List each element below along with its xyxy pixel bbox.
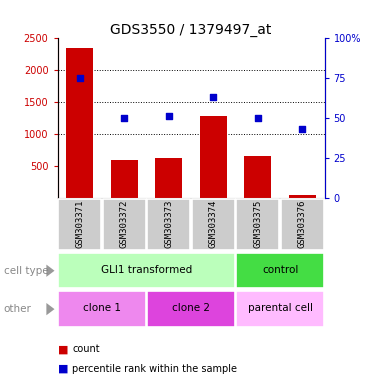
Text: ■: ■ <box>58 364 68 374</box>
Text: GSM303375: GSM303375 <box>253 199 262 248</box>
Text: GSM303374: GSM303374 <box>209 199 218 248</box>
Bar <box>111 160 138 198</box>
Bar <box>244 156 271 198</box>
Title: GDS3550 / 1379497_at: GDS3550 / 1379497_at <box>111 23 272 37</box>
Bar <box>289 195 316 198</box>
Text: GSM303373: GSM303373 <box>164 199 173 248</box>
FancyBboxPatch shape <box>281 199 324 250</box>
Text: GLI1 transformed: GLI1 transformed <box>101 265 192 275</box>
FancyBboxPatch shape <box>58 291 146 327</box>
Point <box>166 113 172 119</box>
Text: count: count <box>72 344 100 354</box>
Text: other: other <box>4 304 32 314</box>
Text: parental cell: parental cell <box>247 303 313 313</box>
Point <box>255 115 261 121</box>
FancyBboxPatch shape <box>236 291 324 327</box>
Text: GSM303372: GSM303372 <box>120 199 129 248</box>
FancyBboxPatch shape <box>58 253 235 288</box>
Text: GSM303371: GSM303371 <box>75 199 84 248</box>
Text: ■: ■ <box>58 344 68 354</box>
Point <box>77 75 83 81</box>
Text: clone 1: clone 1 <box>83 303 121 313</box>
Text: percentile rank within the sample: percentile rank within the sample <box>72 364 237 374</box>
Text: GSM303376: GSM303376 <box>298 199 307 248</box>
FancyBboxPatch shape <box>236 199 279 250</box>
Bar <box>200 116 227 198</box>
Bar <box>155 157 182 198</box>
FancyBboxPatch shape <box>192 199 235 250</box>
Bar <box>66 48 93 198</box>
Text: cell type: cell type <box>4 266 48 276</box>
FancyBboxPatch shape <box>58 199 101 250</box>
FancyBboxPatch shape <box>147 199 190 250</box>
Point <box>121 115 127 121</box>
Point <box>210 94 216 101</box>
FancyBboxPatch shape <box>236 253 324 288</box>
Text: control: control <box>262 265 298 275</box>
Text: clone 2: clone 2 <box>172 303 210 313</box>
Point <box>299 126 305 132</box>
FancyBboxPatch shape <box>147 291 235 327</box>
FancyBboxPatch shape <box>103 199 146 250</box>
